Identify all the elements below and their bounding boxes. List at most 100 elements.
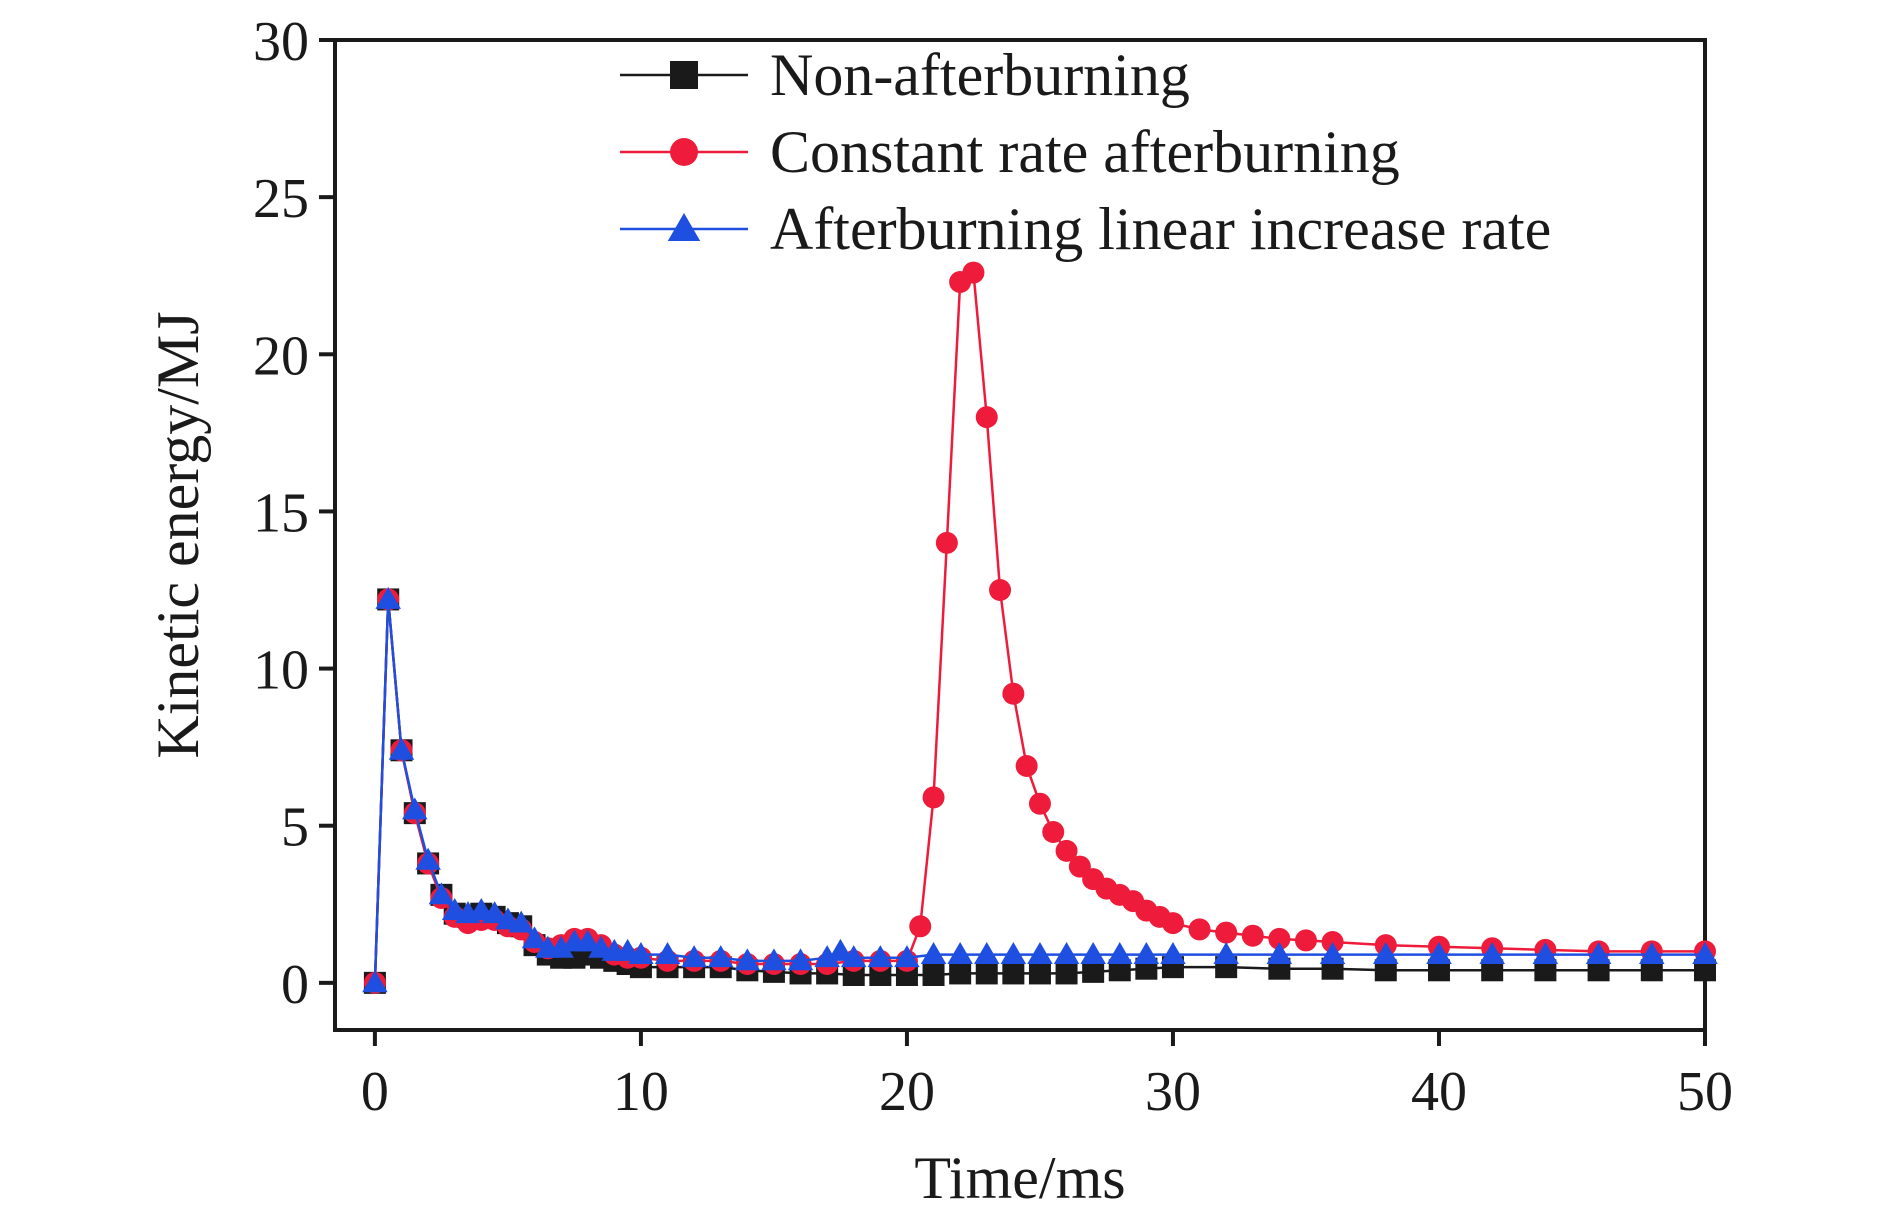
data-point <box>1426 942 1452 964</box>
data-point <box>548 935 574 958</box>
data-point <box>508 910 534 933</box>
plot-frame <box>333 38 1707 1032</box>
data-point <box>1002 962 1025 985</box>
series-line <box>373 270 1705 983</box>
x-tick-label: 0 <box>361 1061 389 1123</box>
data-point <box>1373 942 1399 964</box>
y-tick-label: 25 <box>253 168 309 230</box>
data-point <box>1215 921 1238 944</box>
data-point <box>1002 682 1025 705</box>
data-point <box>1028 792 1051 815</box>
legend-marker <box>667 213 701 241</box>
x-tick-label: 30 <box>1145 1061 1201 1123</box>
legend-entry: Non-afterburning <box>620 42 1190 108</box>
data-point <box>922 786 945 809</box>
data-point <box>1082 960 1105 983</box>
data-point <box>1692 942 1718 964</box>
data-point <box>428 882 455 905</box>
data-point <box>1532 942 1559 964</box>
data-point <box>1241 924 1264 947</box>
data-point <box>402 797 428 820</box>
series-layer <box>362 261 1718 994</box>
data-point <box>654 942 681 964</box>
data-point <box>681 945 707 968</box>
data-point <box>1080 942 1106 964</box>
y-axis-label: Kinetic energy/MJ <box>145 311 211 758</box>
data-point <box>867 945 894 968</box>
legend: Non-afterburning Constant rate afterburni… <box>620 42 1551 262</box>
data-point <box>375 586 401 609</box>
x-tick-label: 50 <box>1677 1061 1733 1123</box>
data-point <box>1481 959 1504 982</box>
data-point <box>574 929 601 952</box>
x-tick-label: 10 <box>613 1061 669 1123</box>
data-point <box>1694 959 1716 982</box>
data-point <box>894 945 920 968</box>
data-point <box>1042 821 1065 843</box>
legend-label: Afterburning linear increase rate <box>770 196 1551 262</box>
data-point <box>1161 912 1184 935</box>
data-point <box>973 942 1000 964</box>
data-point <box>1015 755 1038 777</box>
x-axis-label: Time/ms <box>914 1145 1125 1211</box>
legend-label: Non-afterburning <box>770 42 1190 108</box>
data-point <box>1639 942 1665 964</box>
data-point <box>840 945 867 968</box>
data-point <box>947 942 973 964</box>
data-point <box>1319 942 1346 964</box>
y-tick-label: 15 <box>253 482 309 544</box>
data-point <box>415 847 441 870</box>
data-point <box>1374 959 1397 982</box>
legend-entry: Constant rate afterburning <box>620 119 1400 185</box>
y-tick-label: 30 <box>253 11 309 73</box>
legend-label: Constant rate afterburning <box>770 119 1400 185</box>
axes-layer: 0 10 20 30 40 50 0 5 10 15 20 25 30 <box>253 11 1733 1123</box>
y-tick-label: 0 <box>281 954 309 1016</box>
series-3 <box>362 586 1718 993</box>
data-point <box>1028 962 1051 985</box>
data-point <box>814 945 840 968</box>
data-point <box>1294 929 1317 952</box>
data-point <box>1053 942 1080 964</box>
data-point <box>975 406 998 429</box>
data-point <box>1266 942 1293 964</box>
data-point <box>1321 931 1344 953</box>
data-point <box>1108 959 1131 982</box>
series-line <box>373 599 1705 983</box>
y-tick-label: 5 <box>281 797 309 859</box>
legend-marker <box>670 138 698 166</box>
data-point <box>975 962 998 985</box>
legend-marker <box>670 61 698 89</box>
data-point <box>521 926 548 949</box>
data-point <box>1160 942 1186 964</box>
data-point <box>388 737 415 760</box>
data-point <box>1188 918 1211 941</box>
series-2 <box>363 261 1716 994</box>
data-point <box>1055 839 1078 862</box>
data-point <box>1534 959 1557 982</box>
data-point <box>1268 927 1291 950</box>
series-line <box>373 599 1705 983</box>
data-point <box>1027 942 1053 964</box>
data-point <box>935 531 958 554</box>
data-point <box>787 948 814 971</box>
data-point <box>1106 942 1133 964</box>
data-point <box>962 261 985 284</box>
data-point <box>481 901 508 924</box>
data-point <box>628 942 654 964</box>
y-tick-label: 20 <box>253 325 309 387</box>
data-point <box>989 579 1012 601</box>
data-point <box>1640 959 1663 982</box>
legend-entry: Afterburning linear increase rate <box>620 196 1551 262</box>
data-point <box>1000 942 1027 964</box>
data-point <box>362 970 388 993</box>
x-tick-label: 20 <box>879 1061 935 1123</box>
data-point <box>734 948 761 971</box>
data-point <box>761 948 787 971</box>
data-point <box>827 938 854 961</box>
data-point <box>1585 942 1612 964</box>
data-point <box>1587 959 1610 982</box>
data-point <box>707 945 734 968</box>
